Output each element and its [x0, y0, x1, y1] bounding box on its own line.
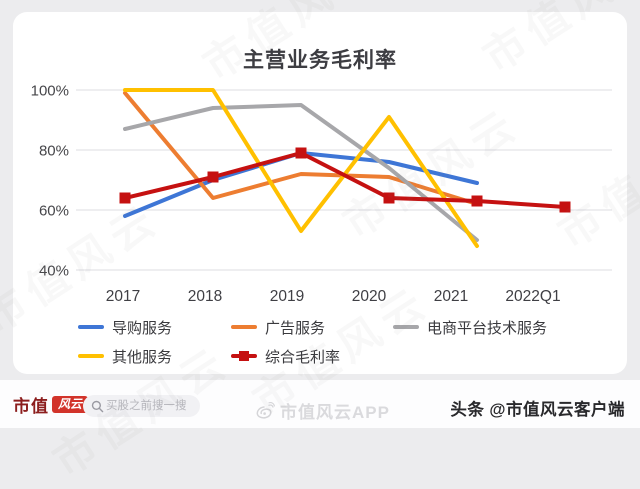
- y-axis-tick-label: 80%: [39, 143, 69, 160]
- series-marker: [559, 201, 571, 213]
- chart-title: 主营业务毛利率: [243, 49, 397, 72]
- x-axis-tick-label: 2019: [270, 288, 304, 305]
- legend-label: 导购服务: [112, 319, 173, 337]
- series-marker: [383, 192, 395, 204]
- legend-swatch: [78, 354, 104, 358]
- search-input[interactable]: [104, 399, 200, 413]
- app-watermark-text: 市值风云APP: [280, 403, 390, 422]
- legend-marker: [239, 351, 249, 361]
- series-marker: [207, 171, 219, 183]
- legend-swatch: [231, 351, 257, 361]
- series-marker: [119, 192, 131, 204]
- legend-swatch: [78, 325, 104, 329]
- app-logo-text: 市值: [13, 396, 49, 416]
- chart-card: 主营业务毛利率 100% 80% 60% 40% 2017 2018 2019 2020 202…: [13, 12, 627, 374]
- legend-item-综合毛利率: 综合毛利率: [231, 346, 340, 366]
- x-axis-tick-label: 2022Q1: [505, 288, 560, 305]
- legend-label: 综合毛利率: [265, 348, 341, 366]
- series-marker: [471, 195, 483, 207]
- x-axis-tick-label: 2021: [434, 288, 468, 305]
- app-watermark: 市值风云APP: [256, 398, 390, 423]
- legend-swatch: [393, 325, 419, 329]
- series-line-综合毛利率: [123, 151, 567, 209]
- series-marker: [295, 147, 307, 159]
- y-axis-tick-label: 60%: [39, 203, 69, 220]
- search-icon: [91, 400, 104, 412]
- series-line-广告服务: [123, 91, 479, 206]
- legend-item-广告服务: 广告服务: [231, 317, 325, 337]
- legend-item-电商平台技术服务: 电商平台技术服务: [393, 317, 547, 337]
- weibo-icon: [256, 402, 275, 419]
- x-axis-tick-label: 2017: [106, 288, 140, 305]
- legend-label: 电商平台技术服务: [427, 319, 548, 337]
- app-logo: 市值 风云: [13, 380, 89, 428]
- legend-item-其他服务: 其他服务: [78, 346, 172, 366]
- legend-item-导购服务: 导购服务: [78, 317, 172, 337]
- search-box[interactable]: [83, 395, 200, 417]
- series-line-电商平台技术服务: [123, 103, 479, 242]
- gross-margin-line-chart: 100% 80% 60% 40% 2017 2018 2019 2020 2021 2022Q1: [31, 83, 612, 305]
- x-axis-tick-label: 2018: [188, 288, 222, 305]
- legend-label: 其他服务: [112, 348, 173, 366]
- legend-label: 广告服务: [265, 319, 326, 337]
- y-axis-tick-label: 100%: [31, 83, 69, 100]
- legend-swatch: [231, 325, 257, 329]
- y-axis-tick-label: 40%: [39, 263, 69, 280]
- series-line-其他服务: [123, 88, 479, 248]
- x-axis-tick-label: 2020: [352, 288, 387, 305]
- app-logo-badge: 风云: [52, 395, 89, 413]
- footer-account-handle: 头条 @市值风云客户端: [450, 401, 625, 419]
